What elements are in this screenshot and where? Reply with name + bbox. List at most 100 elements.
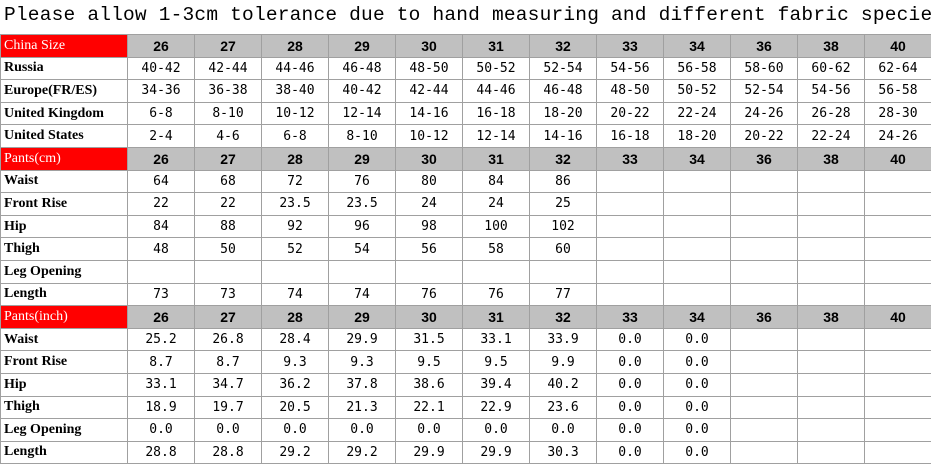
cell: 26.8 (194, 327, 262, 352)
cell: 33.9 (529, 327, 597, 352)
cell: 96 (328, 214, 396, 239)
row-label: Length (0, 440, 128, 464)
cell: 23.5 (328, 192, 396, 216)
cell: 29.9 (462, 440, 530, 464)
cell (529, 259, 597, 284)
cell (730, 237, 798, 261)
cell (663, 259, 731, 284)
cell: 0.0 (663, 372, 731, 397)
cell: 50-52 (462, 56, 530, 81)
size-header: 30 (395, 305, 463, 329)
size-header: 28 (261, 34, 329, 58)
cell (596, 214, 664, 239)
cell: 28.4 (261, 327, 329, 352)
cell: 52-54 (529, 56, 597, 81)
cell: 12-14 (462, 124, 530, 148)
cell: 46-48 (529, 79, 597, 103)
cell: 22-24 (663, 101, 731, 126)
cell: 16-18 (596, 124, 664, 148)
cell: 50-52 (663, 79, 731, 103)
size-header: 34 (663, 146, 731, 171)
size-header: 36 (730, 146, 798, 171)
cell (261, 259, 329, 284)
size-header: 27 (194, 305, 262, 329)
cell: 9.5 (462, 350, 530, 374)
cell: 10-12 (261, 101, 329, 126)
cell: 24-26 (864, 124, 931, 148)
cell: 84 (127, 214, 195, 239)
cell: 22 (194, 192, 262, 216)
cell: 29.2 (328, 440, 396, 464)
cell (864, 440, 931, 464)
size-header: 29 (328, 305, 396, 329)
cell: 68 (194, 169, 262, 194)
cell (730, 327, 798, 352)
cell: 56 (395, 237, 463, 261)
cell: 22 (127, 192, 195, 216)
cell: 44-46 (462, 79, 530, 103)
cell: 21.3 (328, 395, 396, 420)
cell: 25.2 (127, 327, 195, 352)
cell: 86 (529, 169, 597, 194)
row-label: Leg Opening (0, 259, 128, 284)
cell: 18-20 (529, 101, 597, 126)
cell: 18-20 (663, 124, 731, 148)
cell: 34.7 (194, 372, 262, 397)
cell: 77 (529, 282, 597, 307)
cell: 39.4 (462, 372, 530, 397)
cell: 33.1 (462, 327, 530, 352)
cell: 58-60 (730, 56, 798, 81)
cell (864, 327, 931, 352)
cell (797, 282, 865, 307)
cell: 18.9 (127, 395, 195, 420)
cell: 33.1 (127, 372, 195, 397)
cell (797, 350, 865, 374)
cell (663, 192, 731, 216)
size-header: 31 (462, 146, 530, 171)
size-header: 29 (328, 146, 396, 171)
header-row: Pants(inch) 26 27 28 29 30 31 32 33 34 36 38 40 (0, 305, 931, 329)
cell (730, 169, 798, 194)
cell: 20-22 (596, 101, 664, 126)
cell (797, 372, 865, 397)
cell (730, 418, 798, 442)
cell: 40-42 (127, 56, 195, 81)
cell: 40.2 (529, 372, 597, 397)
cell: 54-56 (797, 79, 865, 103)
cell (797, 259, 865, 284)
cell: 52 (261, 237, 329, 261)
measure-row: United States 2-4 4-6 6-8 8-10 10-12 12-14 14-1… (0, 124, 931, 148)
cell: 22-24 (797, 124, 865, 148)
table-body: China Size 26 27 28 29 30 31 32 33 34 36 38 40 Russia… (0, 34, 931, 464)
cell: 100 (462, 214, 530, 239)
cell: 48-50 (395, 56, 463, 81)
size-header: 26 (127, 34, 195, 58)
cell: 50 (194, 237, 262, 261)
cell: 52-54 (730, 79, 798, 103)
size-header: 38 (797, 305, 865, 329)
size-header: 30 (395, 34, 463, 58)
size-header: 27 (194, 146, 262, 171)
cell: 14-16 (395, 101, 463, 126)
cell: 0.0 (395, 418, 463, 442)
cell: 56-58 (864, 79, 931, 103)
cell: 16-18 (462, 101, 530, 126)
measure-row: Thigh 18.9 19.7 20.5 21.3 22.1 22.9 23.6 0.0 0.0 (0, 395, 931, 420)
cell: 24 (395, 192, 463, 216)
cell: 9.3 (261, 350, 329, 374)
cell: 0.0 (462, 418, 530, 442)
cell: 76 (462, 282, 530, 307)
cell: 58 (462, 237, 530, 261)
size-header: 38 (797, 34, 865, 58)
row-label: Leg Opening (0, 418, 128, 442)
row-label: Length (0, 282, 128, 307)
cell: 6-8 (127, 101, 195, 126)
row-label: Front Rise (0, 350, 128, 374)
cell: 42-44 (395, 79, 463, 103)
cell: 98 (395, 214, 463, 239)
row-label: Europe(FR/ES) (0, 79, 128, 103)
cell (596, 169, 664, 194)
header-row: Pants(cm) 26 27 28 29 30 31 32 33 34 36 38 40 (0, 146, 931, 171)
cell (663, 282, 731, 307)
cell: 0.0 (663, 395, 731, 420)
